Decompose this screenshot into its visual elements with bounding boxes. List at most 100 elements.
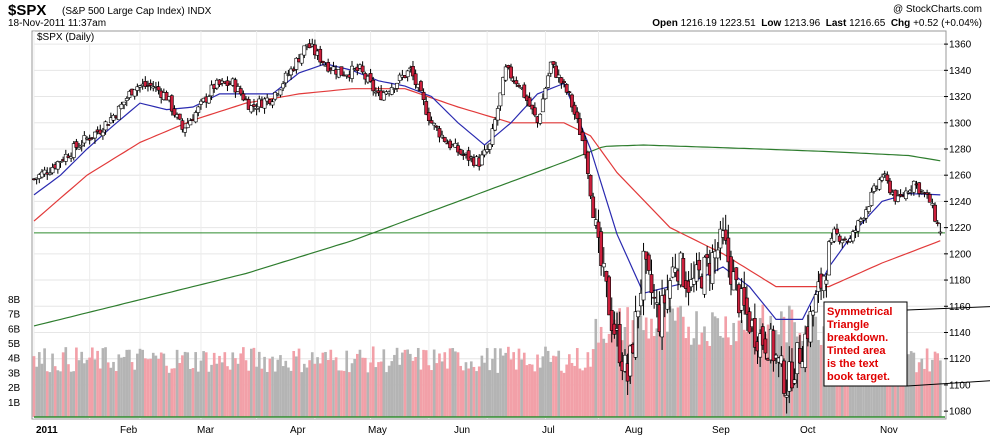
volume-bar <box>915 372 918 417</box>
volume-bar <box>199 360 203 417</box>
candle-body <box>601 263 606 268</box>
volume-bar <box>493 348 497 417</box>
candle-body <box>782 360 786 394</box>
volume-bar <box>467 368 470 417</box>
volume-bar <box>358 349 362 417</box>
candle-body <box>588 174 593 197</box>
volume-bar <box>194 352 197 417</box>
candle-body <box>591 196 596 218</box>
volume-bar <box>745 331 749 417</box>
volume-bar <box>403 349 407 417</box>
volume-bar <box>461 370 465 417</box>
candle-body <box>434 125 439 128</box>
candle-body <box>498 92 503 107</box>
volume-bar <box>867 357 871 417</box>
candle-body <box>681 258 686 287</box>
x-tick-label: Sep <box>712 425 730 436</box>
candle-body <box>503 66 508 81</box>
volume-bar <box>764 333 767 417</box>
candle-body <box>246 99 251 110</box>
ticker-symbol: $SPX <box>8 2 47 19</box>
volume-bar <box>801 340 804 417</box>
candle-body <box>824 279 829 285</box>
candle-body <box>437 128 442 138</box>
volume-bar <box>292 351 296 417</box>
volume-bar <box>806 327 810 417</box>
volume-bar <box>438 353 441 417</box>
candle-body <box>143 81 148 87</box>
volume-bar <box>310 352 314 417</box>
volume-bar <box>96 350 99 417</box>
candle-body <box>177 113 182 120</box>
volume-bar <box>668 306 672 417</box>
volume-bar <box>766 324 770 417</box>
volume-bar <box>864 359 868 417</box>
candle-body <box>742 287 747 306</box>
volume-bar <box>491 358 494 417</box>
volume-bar <box>679 305 682 417</box>
candle-body <box>930 203 935 206</box>
candle-body <box>866 206 871 212</box>
volume-bar <box>522 352 526 417</box>
volume-bar <box>106 362 110 417</box>
volume-bar <box>798 333 802 417</box>
volume-bar <box>454 351 457 417</box>
candle-body <box>339 66 344 76</box>
volume-bar <box>252 347 256 417</box>
volume-bar <box>817 339 820 417</box>
x-tick-label: 2011 <box>36 425 58 436</box>
candle-body <box>87 138 92 141</box>
volume-bar <box>650 318 653 417</box>
volume-bar <box>40 363 44 417</box>
candle-body <box>562 81 566 84</box>
candle-body <box>933 204 937 222</box>
volume-bar <box>448 348 452 417</box>
volume-bar <box>589 366 592 417</box>
volume-bar <box>594 318 598 417</box>
volume-bar <box>575 348 579 417</box>
candle-body <box>896 195 900 202</box>
candle-body <box>522 84 527 98</box>
volume-bar <box>72 371 76 417</box>
volume-bar <box>456 352 460 417</box>
candle-body <box>646 254 651 271</box>
candle-body <box>784 395 789 398</box>
volume-bar <box>361 357 364 417</box>
candle-body <box>58 161 63 163</box>
volume-bar <box>517 348 521 417</box>
volume-bar <box>122 356 126 417</box>
volume-bar <box>536 354 539 417</box>
volume-bar <box>443 352 447 417</box>
volume-bar <box>652 335 656 417</box>
volume-bar <box>613 319 616 417</box>
volume-bar <box>422 349 425 417</box>
volume-bar <box>223 352 227 417</box>
volume-bar <box>308 360 311 417</box>
candle-body <box>79 144 84 147</box>
volume-bar <box>337 370 341 417</box>
candle-body <box>318 48 323 63</box>
candle-body <box>456 145 460 153</box>
volume-bar <box>477 366 481 417</box>
volume-bar <box>692 338 696 417</box>
candle-body <box>935 222 940 224</box>
volume-bar <box>151 352 155 417</box>
candle-body <box>207 96 211 104</box>
candle-body <box>880 176 884 181</box>
volume-bar <box>189 368 192 417</box>
annotation-line: book target. <box>827 371 890 383</box>
volume-bar <box>411 360 415 417</box>
volume-bar <box>724 316 728 417</box>
candle-body <box>585 151 590 174</box>
volume-bar <box>750 327 754 417</box>
candle-body <box>509 66 513 79</box>
candle-body <box>479 154 484 166</box>
candle-body <box>283 72 288 84</box>
volume-bar <box>607 333 611 417</box>
volume-bar <box>210 364 213 417</box>
volume-bar <box>77 360 81 417</box>
volume-bar <box>67 364 70 417</box>
change-label: Chg <box>890 18 911 29</box>
volume-bar <box>597 342 600 417</box>
